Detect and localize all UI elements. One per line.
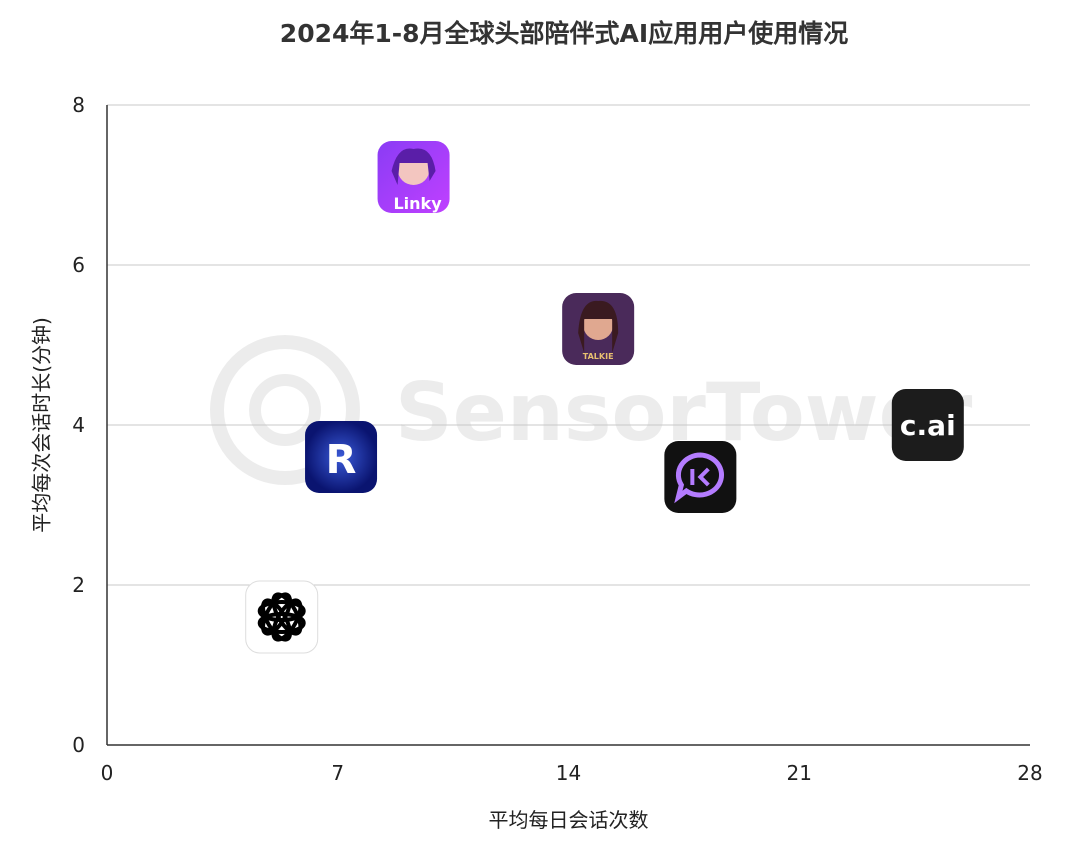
x-axis-label: 平均每日会话次数 [488, 808, 649, 832]
y-tick-label: 6 [72, 253, 85, 277]
character-ai-app-icon: c.ai [891, 389, 964, 461]
x-tick-label: 28 [1017, 761, 1042, 785]
y-tick-label: 0 [72, 733, 85, 757]
y-axis-label: 平均每次会话时长(分钟) [29, 317, 54, 533]
chat-bubble-app-icon [664, 441, 737, 513]
x-tick-label: 21 [787, 761, 812, 785]
chart-title: 2024年1-8月全球头部陪伴式AI应用用户使用情况 [279, 19, 849, 48]
y-tick-label: 8 [72, 93, 85, 117]
x-tick-label: 0 [101, 761, 114, 785]
x-tick-label: 7 [331, 761, 344, 785]
y-tick-label: 4 [72, 413, 85, 437]
chatgpt-app-icon [245, 580, 319, 654]
talkie-app-icon: TALKIE [562, 293, 635, 365]
svg-text:R: R [326, 437, 357, 483]
replika-r-app-icon: R [305, 421, 378, 493]
watermark: SensorTower [210, 335, 973, 485]
svg-text:c.ai: c.ai [900, 409, 956, 442]
linky-app-icon: Linky [377, 141, 450, 213]
y-tick-label: 2 [72, 573, 85, 597]
svg-text:TALKIE: TALKIE [583, 352, 614, 361]
x-tick-label: 14 [556, 761, 581, 785]
svg-text:Linky: Linky [393, 194, 442, 213]
